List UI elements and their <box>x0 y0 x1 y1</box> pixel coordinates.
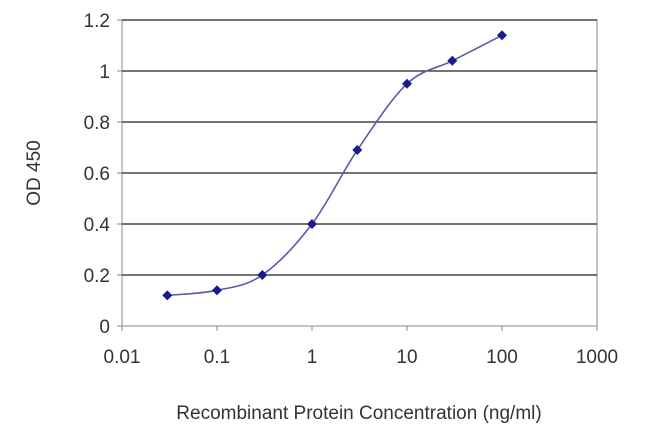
data-point-0 <box>162 290 173 301</box>
y-tick-label-3: 0.6 <box>84 164 110 185</box>
y-tick-label-0: 0 <box>99 317 110 338</box>
y-tick-label-4: 0.8 <box>84 113 110 134</box>
data-point-4 <box>352 145 363 156</box>
data-markers <box>162 30 507 301</box>
x-tick-label-2: 1 <box>307 347 318 368</box>
data-point-1 <box>212 285 222 296</box>
y-axis-ticks: 0 0.2 0.4 0.6 0.8 1 1.2 <box>84 11 122 338</box>
data-point-2 <box>257 270 268 280</box>
y-tick-label-2: 0.4 <box>84 215 111 236</box>
y-tick-label-1: 0.2 <box>84 266 110 287</box>
x-axis-ticks: 0.01 0.1 1 10 100 1000 <box>104 326 618 368</box>
data-point-3 <box>307 219 317 229</box>
y-axis-title: OD 450 <box>24 140 45 205</box>
grid-lines <box>122 19 597 276</box>
x-tick-label-1: 0.1 <box>204 347 230 368</box>
x-tick-label-0: 0.01 <box>104 347 141 368</box>
data-point-5 <box>402 78 412 89</box>
x-tick-label-5: 1000 <box>576 347 618 368</box>
y-tick-label-5: 1 <box>99 62 110 83</box>
x-tick-label-4: 100 <box>486 347 518 368</box>
x-axis-title: Recombinant Protein Concentration (ng/ml… <box>176 403 541 424</box>
data-point-7 <box>497 30 507 41</box>
series-line <box>167 34 503 297</box>
x-tick-label-3: 10 <box>396 347 417 368</box>
y-tick-label-6: 1.2 <box>84 11 110 32</box>
data-point-6 <box>447 55 458 66</box>
